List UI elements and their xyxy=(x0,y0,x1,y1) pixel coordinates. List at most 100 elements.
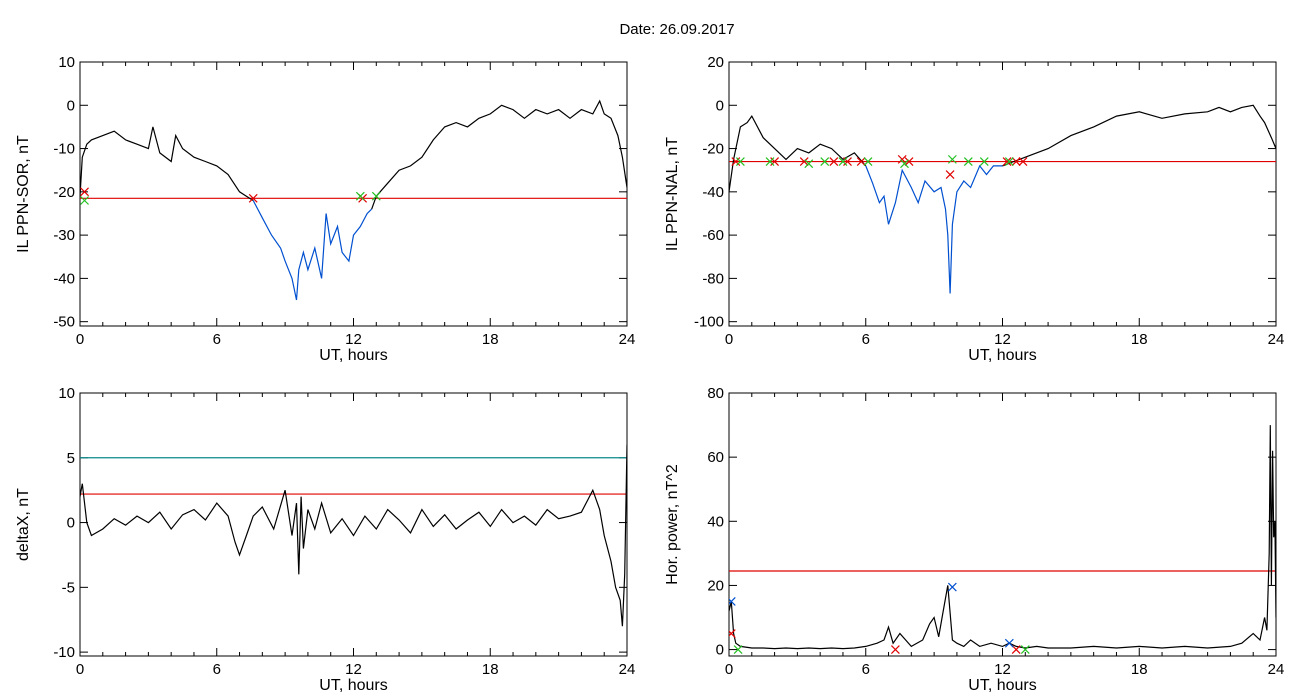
y-tick-label: 20 xyxy=(707,54,724,71)
marker-red-x xyxy=(799,157,809,166)
marker-stroke xyxy=(1011,157,1021,166)
marker-green-x xyxy=(355,191,365,201)
marker-green-x xyxy=(804,159,814,169)
marker-stroke xyxy=(820,157,830,166)
marker-green-x xyxy=(963,157,973,166)
x-axis-label: UT, hours xyxy=(319,677,387,694)
y-tick-label: 10 xyxy=(58,54,75,71)
marker-red-x xyxy=(897,154,907,164)
marker-stroke xyxy=(799,157,809,166)
x-tick-label: 12 xyxy=(345,661,362,678)
y-tick-label: -50 xyxy=(53,314,75,331)
y-tick-label: 40 xyxy=(707,513,724,530)
marker-green-x xyxy=(1020,645,1030,655)
marker-green-x xyxy=(371,191,381,201)
plot-frame xyxy=(79,61,628,327)
x-tick-label: 6 xyxy=(862,661,870,678)
marker-stroke xyxy=(80,187,89,197)
x-tick-label: 6 xyxy=(213,661,221,678)
marker-red-x xyxy=(856,157,866,166)
marker-green-x xyxy=(863,157,873,166)
data-layer xyxy=(729,104,1276,294)
marker-stroke xyxy=(945,170,955,179)
marker-red-x xyxy=(945,170,955,179)
marker-stroke xyxy=(729,629,736,637)
data-layer xyxy=(80,99,627,301)
y-tick-label: 10 xyxy=(58,385,75,402)
marker-stroke xyxy=(829,157,839,166)
x-tick-label: 24 xyxy=(1268,661,1285,678)
marker-stroke xyxy=(838,157,848,166)
x-axis-label: UT, hours xyxy=(319,347,387,364)
x-tick-label: 0 xyxy=(725,661,733,678)
marker-stroke xyxy=(863,157,873,166)
y-tick-label: -10 xyxy=(53,141,75,158)
x-tick-label: 18 xyxy=(482,331,499,348)
marker-stroke xyxy=(904,157,914,166)
series-line-1 xyxy=(80,444,627,627)
marker-red-x xyxy=(829,157,839,166)
marker-green-x xyxy=(838,157,848,166)
marker-blue-x xyxy=(1004,638,1014,648)
chart-panel-p3: 0 6 12 18 24 10 5 0 -5 -10 UT, hours deltaX, nT xyxy=(15,385,635,694)
marker-stroke xyxy=(371,191,381,201)
x-tick-label: 18 xyxy=(1131,661,1148,678)
x-tick-label: 12 xyxy=(345,331,362,348)
marker-stroke xyxy=(804,159,814,169)
series-line-3 xyxy=(371,99,627,210)
chart-panel-p1: 0 6 12 18 24 10 0 -10 -20 -30 -40 -50 UT, hours IL PP… xyxy=(15,54,635,364)
marker-green-x xyxy=(1004,157,1014,166)
marker-stroke xyxy=(355,191,365,201)
marker-stroke xyxy=(856,157,866,166)
x-axis-label: UT, hours xyxy=(968,677,1036,694)
y-tick-label: -40 xyxy=(53,270,75,287)
x-tick-label: 0 xyxy=(725,331,733,348)
marker-stroke xyxy=(947,154,957,164)
marker-red-x xyxy=(80,187,89,197)
marker-stroke xyxy=(900,159,909,169)
marker-stroke xyxy=(1002,157,1012,166)
marker-red-x xyxy=(248,193,258,203)
y-tick-label: 0 xyxy=(67,515,75,532)
y-axis-label: Hor. power, nT^2 xyxy=(664,464,681,585)
x-tick-label: 24 xyxy=(1268,331,1285,348)
x-tick-label: 24 xyxy=(619,661,636,678)
marker-red-x xyxy=(1011,157,1021,166)
x-axis-label: UT, hours xyxy=(968,347,1036,364)
x-tick-label: 18 xyxy=(482,661,499,678)
chart-panel-p2: 0 6 12 18 24 20 0 -20 -40 -60 -80 -100 UT, hours IL P… xyxy=(664,54,1284,364)
marker-green-x xyxy=(80,196,89,205)
marker-green-x xyxy=(733,645,743,655)
plot-frame xyxy=(79,392,628,657)
marker-stroke xyxy=(1020,645,1030,655)
y-axis-label: deltaX, nT xyxy=(15,488,32,561)
series-line-2 xyxy=(252,200,373,301)
marker-stroke xyxy=(890,645,900,655)
marker-red-x xyxy=(890,645,900,655)
marker-green-x xyxy=(947,154,957,164)
chart-panel-p4: 0 6 12 18 24 80 60 40 20 0 UT, hours Hor. power, nT… xyxy=(664,385,1284,694)
x-tick-label: 24 xyxy=(619,331,636,348)
series-line-3 xyxy=(1002,104,1276,167)
x-tick-label: 6 xyxy=(862,331,870,348)
marker-stroke xyxy=(729,597,736,605)
y-tick-label: -40 xyxy=(702,184,724,201)
series-line-1 xyxy=(729,425,1276,650)
data-layer xyxy=(80,444,627,627)
marker-stroke xyxy=(1004,157,1014,166)
y-tick-label: 80 xyxy=(707,385,724,402)
y-tick-label: -80 xyxy=(702,270,724,287)
x-tick-label: 6 xyxy=(213,331,221,348)
marker-stroke xyxy=(248,193,258,203)
plot-frame xyxy=(728,61,1277,327)
marker-stroke xyxy=(963,157,973,166)
x-tick-label: 12 xyxy=(994,661,1011,678)
y-tick-label: -20 xyxy=(53,184,75,201)
marker-stroke xyxy=(897,154,907,164)
marker-stroke xyxy=(733,645,743,655)
y-tick-label: 20 xyxy=(707,577,724,594)
y-tick-label: -30 xyxy=(53,227,75,244)
y-tick-label: -60 xyxy=(702,227,724,244)
marker-green-x xyxy=(979,157,989,166)
